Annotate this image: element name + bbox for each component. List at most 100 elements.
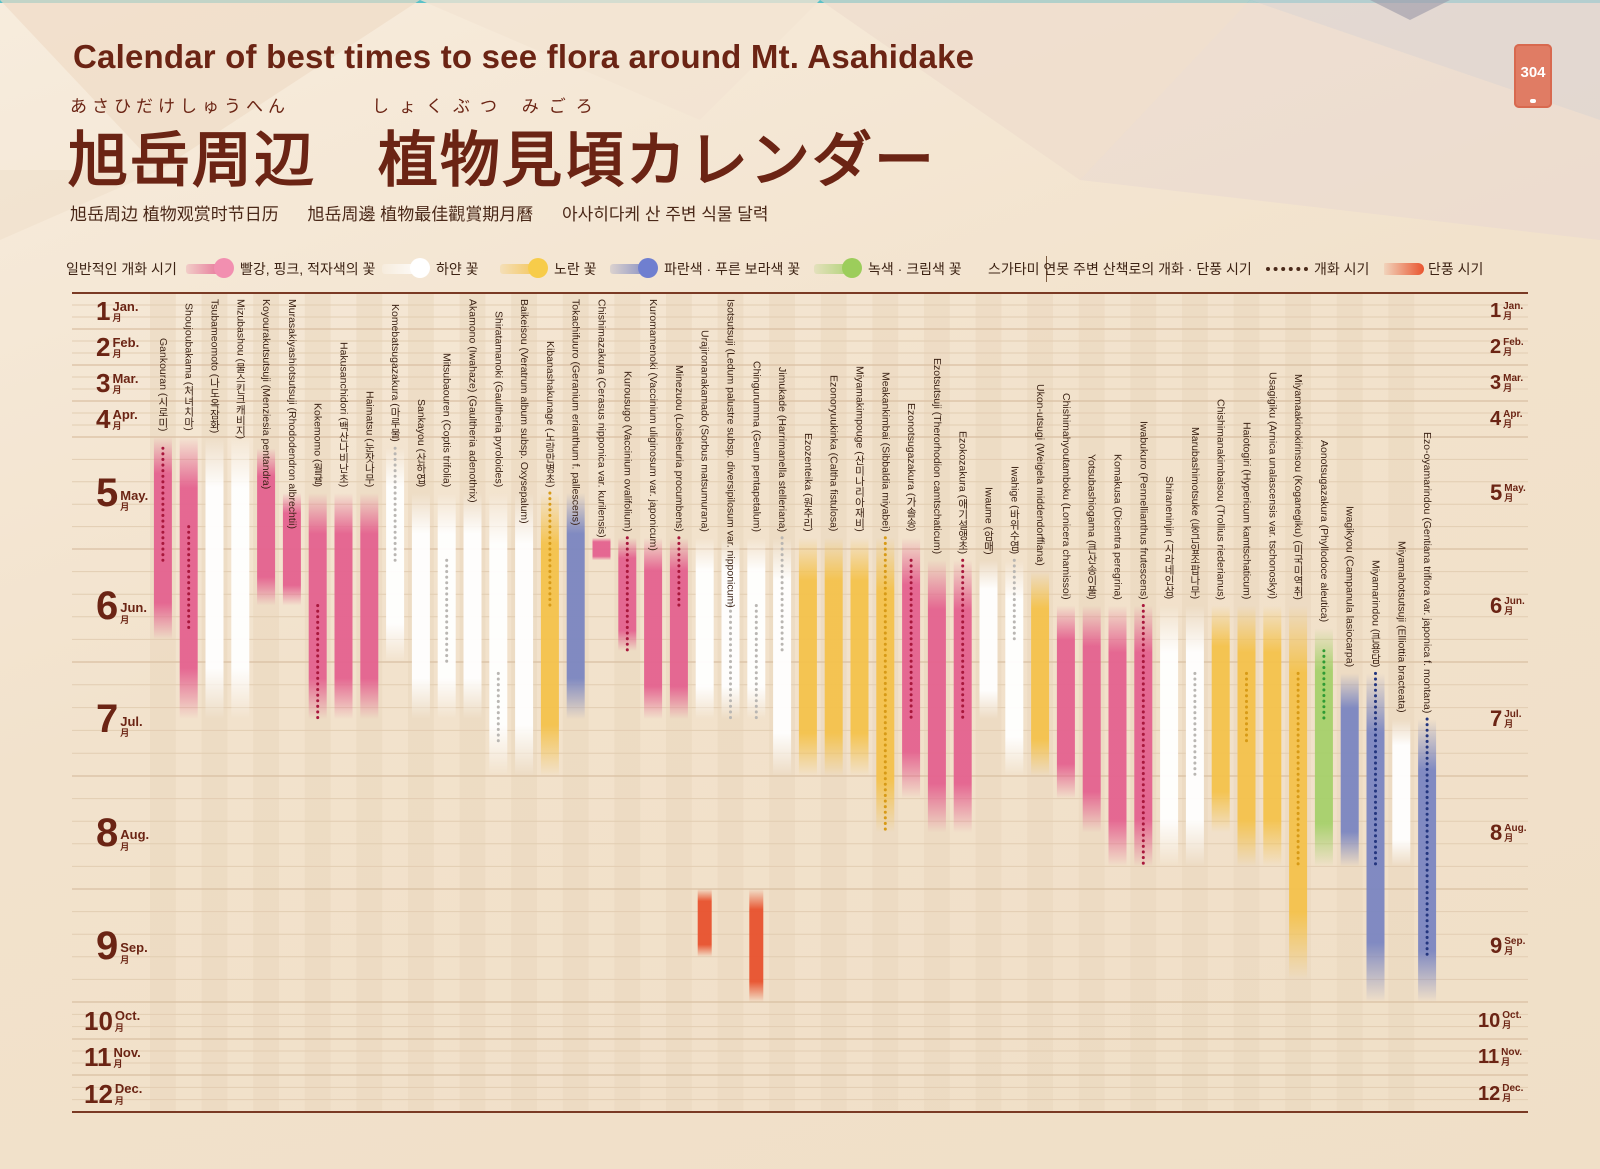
background-decoration — [0, 0, 1600, 240]
plant-label: Shoujoubakama (처녀치마) — [182, 303, 195, 431]
bloom-bar — [1005, 560, 1024, 776]
month-label-jul-right: 7 Jul. 月 — [1490, 708, 1521, 730]
month-kanji: 月 — [1504, 493, 1514, 504]
legend-yellow: 노란 꽃 — [500, 258, 597, 280]
month-label-oct-left: 10 Oct. 月 — [84, 1008, 140, 1034]
month-name: Jul. 月 — [1504, 709, 1522, 730]
month-number: 10 — [1478, 1009, 1501, 1032]
plant-label: Shiratamanoki (Gaultheria pyroloides) — [492, 310, 505, 487]
month-label-dec-left: 12 Dec. 月 — [84, 1081, 142, 1107]
bloom-bar — [979, 560, 998, 719]
page-number: 304 — [1520, 64, 1546, 81]
legend-white: 하얀 꽃 — [382, 258, 479, 280]
month-name: Sep. 月 — [1504, 935, 1526, 956]
month-label-may-right: 5 May. 月 — [1490, 482, 1526, 504]
plant-label: Kurousugo (Vaccinium ovalifolium) — [621, 370, 634, 532]
month-name: Dec. 月 — [1502, 1083, 1524, 1103]
plant-label: Iwaume (암매) — [982, 486, 995, 555]
legend-foliage: 단풍 시기 — [1384, 258, 1483, 280]
bloom-bar — [1314, 628, 1333, 867]
bloom-bar — [540, 493, 559, 776]
month-number: 7 — [1490, 706, 1503, 731]
title-japanese: 旭岳周辺 植物見頃カレンダー — [68, 127, 936, 194]
legend: 일반적인 개화 시기 빨강, 핑크, 적자색의 꽃 하얀 꽃 노란 꽃 파란색 … — [66, 256, 1526, 282]
plant-label: Miyamaakinokirinsou (Koganegiku) (미국미역취) — [1292, 373, 1305, 600]
plant-label: Chishimazakura (Cerasus nipponica var. k… — [595, 299, 608, 538]
month-number: 7 — [96, 697, 119, 741]
month-kanji: 月 — [120, 728, 130, 739]
plant-label: Iwagikyou (Campanula lasiocarpa) — [1343, 506, 1356, 668]
plant-label: Sankayou (산하엽) — [414, 398, 427, 487]
legend-yellow-label: 노란 꽃 — [554, 261, 597, 277]
month-name: Oct. 月 — [1502, 1010, 1522, 1030]
leaf-icon — [1384, 263, 1424, 275]
legend-green: 녹색 · 크림색 꽃 — [814, 258, 962, 280]
month-kanji: 月 — [120, 954, 130, 965]
month-kanji: 月 — [1503, 382, 1513, 393]
foliage-bar — [697, 889, 712, 957]
legend-red-swatch — [186, 258, 234, 278]
plant-label: Ukon-utsugi (Weigela middendorffiana) — [1034, 383, 1047, 566]
month-name: Mar. 月 — [112, 370, 139, 396]
bloom-bar — [644, 537, 663, 719]
legend-blue-label: 파란색 · 푸른 보라색 꽃 — [664, 261, 801, 277]
bloom-bar — [566, 493, 585, 719]
legend-white-swatch — [382, 258, 430, 278]
month-number: 8 — [96, 810, 119, 855]
phone-button-icon — [1530, 99, 1536, 103]
bloom-bar — [1160, 605, 1179, 867]
month-number: 5 — [1490, 480, 1503, 505]
month-number: 1 — [96, 296, 111, 326]
month-kanji: 月 — [1503, 310, 1513, 321]
month-label-aug-right: 8 Aug. 月 — [1490, 821, 1526, 844]
month-name: Dec. 月 — [114, 1081, 143, 1106]
month-kanji: 月 — [114, 1022, 124, 1033]
bloom-bar — [1134, 605, 1153, 867]
month-name: Oct. 月 — [114, 1008, 141, 1033]
month-label-may-left: 5 May. 月 — [96, 473, 148, 513]
month-kanji: 月 — [1504, 945, 1514, 956]
bloom-bar — [592, 537, 611, 561]
legend-red-label: 빨강, 핑크, 적자색의 꽃 — [240, 261, 376, 277]
month-name: Nov. 月 — [1501, 1046, 1523, 1067]
month-kanji: 月 — [1504, 605, 1514, 616]
month-number: 11 — [84, 1042, 112, 1072]
subtitle-traditional-chinese: 旭岳周邊 植物最佳觀賞期月曆 — [307, 205, 534, 224]
month-label-sep-right: 9 Sep. 月 — [1490, 934, 1526, 957]
column-stripe — [1388, 293, 1415, 1112]
plant-label: Ezonotsugazakura (가솔송) — [905, 403, 918, 532]
month-name: Jun. 月 — [1504, 595, 1525, 616]
month-label-feb-right: 2 Feb. 月 — [1490, 337, 1524, 358]
month-name: Feb. 月 — [112, 334, 140, 360]
month-number: 5 — [96, 471, 119, 515]
month-kanji: 月 — [112, 349, 122, 360]
month-number: 2 — [96, 332, 111, 362]
plant-label: Tokachifuuro (Geranium erianthum f. pall… — [569, 299, 582, 526]
plant-label: Urajironanakamado (Sorbus matsumurana) — [698, 329, 711, 532]
month-name: Mar. 月 — [1503, 372, 1524, 393]
month-kanji: 月 — [1504, 832, 1514, 843]
legend-blue-swatch — [610, 258, 658, 278]
month-kanji: 月 — [1502, 1020, 1512, 1030]
month-number: 12 — [84, 1078, 113, 1109]
bloom-bar — [798, 537, 817, 776]
month-number: 10 — [84, 1005, 113, 1036]
month-name: Aug. 月 — [120, 827, 150, 852]
month-name: May. 月 — [1504, 483, 1526, 504]
bloom-bar — [1056, 605, 1075, 799]
bloom-bar — [824, 537, 843, 776]
plant-label: Haiotogiri (Hypericum kamtschaticum) — [1240, 422, 1253, 600]
month-label-mar-right: 3 Mar. 月 — [1490, 373, 1523, 394]
month-kanji: 月 — [1502, 1093, 1512, 1103]
month-name: Jun. 月 — [120, 600, 147, 625]
bloom-bar — [515, 493, 534, 776]
month-label-jul-left: 7 Jul. 月 — [96, 699, 143, 739]
bloom-bar — [850, 537, 869, 776]
legend-red: 빨강, 핑크, 적자색의 꽃 — [186, 258, 375, 280]
month-kanji: 月 — [113, 1059, 123, 1070]
bloom-bar — [334, 493, 353, 719]
legend-green-swatch — [814, 258, 862, 278]
plant-label: Miyamakimpouge (산미나리아재비) — [853, 366, 866, 532]
